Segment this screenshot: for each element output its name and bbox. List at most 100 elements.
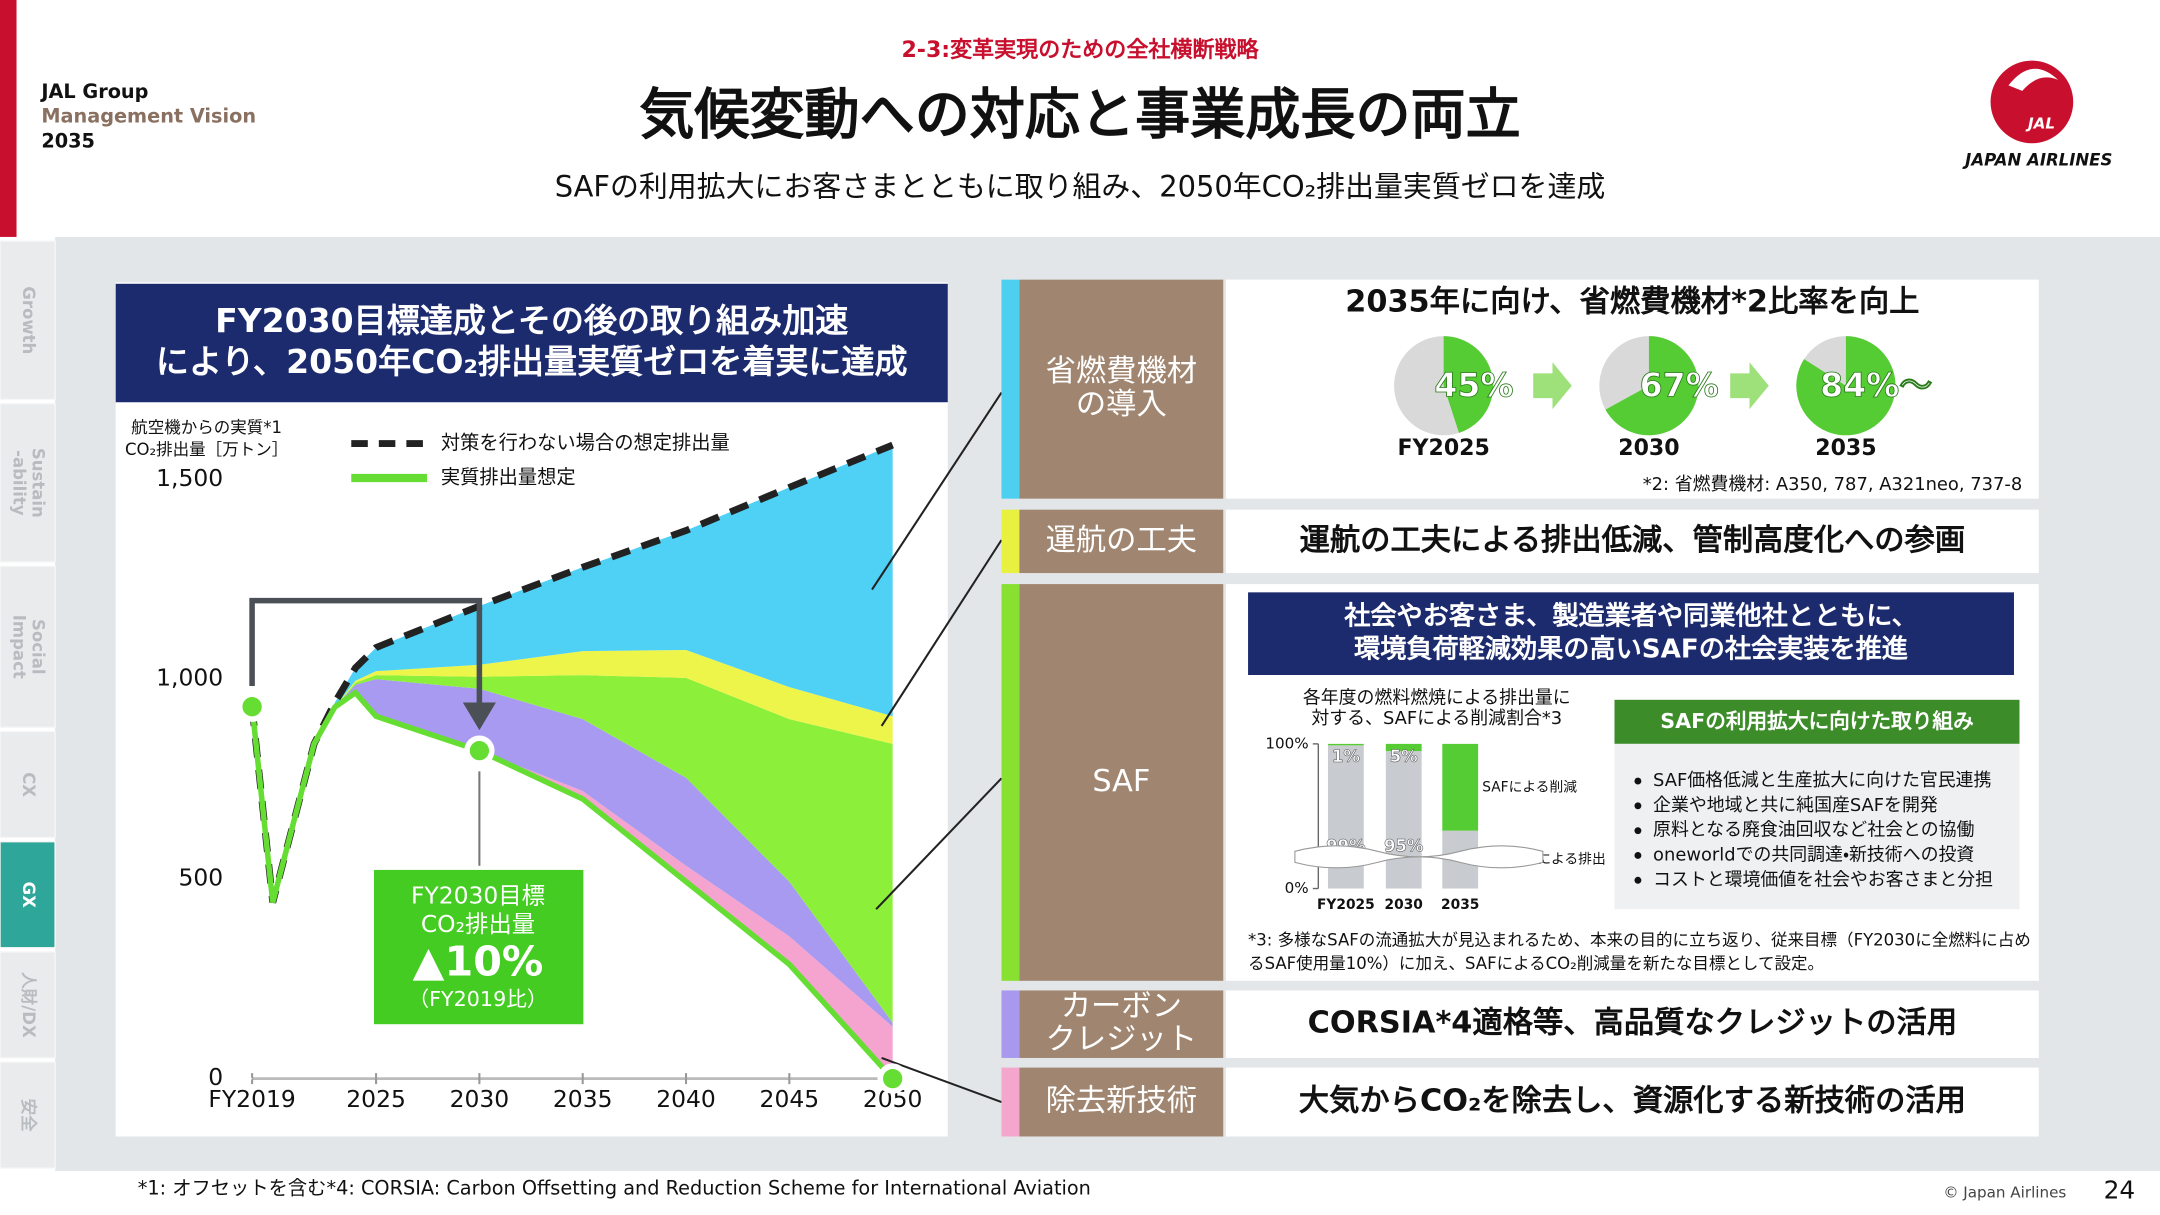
sidebar-tab-label: Social: [29, 619, 48, 675]
legend-label: 実質排出量想定: [441, 466, 576, 489]
annotation-text: FY2030目標: [411, 881, 545, 909]
bar-series-label: SAFによる削減: [1482, 778, 1577, 795]
x-tick-label: 2045: [760, 1085, 820, 1113]
donut-category: 2035: [1815, 436, 1876, 461]
sidebar-tab[interactable]: [0, 402, 56, 563]
row-text: 大気からCO₂を除去し、資源化する新技術の活用: [1299, 1084, 1966, 1119]
copyright: © Japan Airlines: [1943, 1183, 2066, 1201]
donut-note: *2: 省燃費機材: A350, 787, A321neo, 737-8: [1643, 474, 2023, 495]
bar-chart-title: 各年度の燃料燃焼による排出量に: [1303, 687, 1571, 708]
donut-category: FY2025: [1398, 436, 1490, 461]
footer-note: *1: オフセットを含む: [138, 1176, 327, 1199]
donut-value-label: 45%: [1434, 366, 1513, 405]
bullet-dot: [1634, 777, 1642, 785]
sidebar-tab[interactable]: [0, 840, 56, 949]
sidebar-tab[interactable]: [0, 565, 56, 729]
saf-bullet: 企業や地域と共に純国産SAFを開発: [1653, 795, 1938, 816]
saf-headline-box: [1248, 592, 2014, 675]
y-tick-label: 100%: [1265, 734, 1308, 752]
x-tick-label: 2030: [1385, 897, 1423, 913]
chart-headline: により、2050年CO₂排出量実質ゼロを着実に達成: [156, 342, 908, 381]
donut-wedge: [1605, 336, 1699, 436]
row-label: SAF: [1092, 764, 1150, 799]
y-tick-label: 0: [208, 1063, 223, 1091]
saf-box-title: SAFの利用拡大に向けた取り組み: [1660, 709, 1974, 733]
row-content: [1226, 509, 2039, 574]
y-tick-label: 500: [178, 863, 223, 891]
bullet-dot: [1634, 852, 1642, 859]
row-label-cell: [1019, 1067, 1224, 1137]
logo-mark-text: JAL: [2025, 114, 2055, 132]
sidebar-tab[interactable]: [0, 240, 56, 401]
saf-note: るSAF使用量10%）に加え、SAFによるCO₂削減量を新たな目標として設定。: [1248, 954, 1824, 973]
brand-line: 2035: [41, 129, 95, 152]
bar-chart-title: 対する、SAFによる削減割合*3: [1311, 708, 1562, 729]
saf-headline: 環境負荷軽減効果の高いSAFの社会実装を推進: [1354, 634, 1908, 665]
sidebar-tab[interactable]: [0, 730, 56, 839]
row-text: 運航の工夫による排出低減、管制高度化への参画: [1300, 522, 1966, 558]
row-label-cell: [1019, 279, 1224, 499]
header-section: 2-3:変革実現のための全社横断戦略: [901, 37, 1259, 63]
y-axis-label: CO₂排出量［万トン］: [125, 440, 288, 459]
header-subtitle: SAFの利用拡大にお客さまとともに取り組み、2050年CO₂排出量実質ゼロを達成: [555, 170, 1606, 204]
row-strip: [1001, 990, 1020, 1058]
saf-bullet: コストと環境価値を社会やお客さまと分担: [1653, 869, 1993, 890]
saf-bullet: oneworldでの共同調達・新技術への投資: [1653, 844, 1974, 865]
saf-box: [1614, 743, 2020, 910]
row-strip: [1001, 279, 1020, 499]
bar-segment: [1385, 743, 1422, 752]
sidebar-tab-label: Growth: [19, 286, 38, 354]
data-point: [464, 735, 495, 766]
series-line: [249, 689, 895, 1081]
connector: [881, 1056, 1002, 1104]
axis-break: [1294, 845, 1544, 869]
page-number: 24: [2104, 1176, 2136, 1205]
y-tick-label: 1,000: [156, 664, 223, 692]
connector: [875, 777, 1003, 910]
row-label-cell: [1019, 584, 1224, 981]
row-label-cell: [1019, 509, 1224, 574]
bar-segment: [1327, 743, 1364, 746]
bracket-arrowhead: [462, 702, 496, 731]
stacked-area: [252, 675, 893, 1023]
x-tick-label: FY2025: [1317, 897, 1375, 913]
row-label: カーボン: [1061, 989, 1182, 1024]
row-label: 除去新技術: [1046, 1084, 1197, 1119]
annotation-text: （FY2019比）: [408, 987, 547, 1011]
donut-value-label: 84%～: [1820, 366, 1932, 405]
sidebar-tab-label: -ability: [9, 450, 28, 516]
footer-note: *4: CORSIA: Carbon Offsetting and Reduct…: [326, 1176, 1090, 1199]
saf-headline: 社会やお客さま、製造業者や同業他社とともに、: [1343, 602, 1918, 632]
donut-title: 2035年に向け、省燃費機材*2比率を向上: [1345, 285, 1919, 320]
x-tick-label: 2040: [656, 1085, 716, 1113]
sidebar-tab[interactable]: [0, 1061, 56, 1169]
sidebar-tab[interactable]: [0, 951, 56, 1059]
data-point: [877, 1063, 908, 1094]
saf-bullet: SAF価格低減と生産拡大に向けた官民連携: [1653, 770, 1991, 791]
bullet-dot: [1634, 876, 1642, 884]
step-arrow: [1533, 362, 1572, 410]
brand-line: JAL Group: [39, 80, 148, 103]
x-tick-label: 2035: [1441, 897, 1479, 913]
connector: [880, 539, 1003, 727]
row-label: 省燃費機材: [1046, 354, 1197, 389]
bar-value-label: 95%: [1384, 837, 1424, 856]
donut-wedge: [1796, 336, 1896, 436]
annotation-box: [369, 865, 588, 1029]
annotation-text: CO₂排出量: [421, 910, 535, 938]
sidebar-tab-label: 人財/DX: [19, 971, 39, 1038]
logo-mark: [1990, 60, 2074, 144]
donut-category: 2030: [1618, 436, 1679, 461]
row-content: [1226, 1067, 2039, 1137]
sidebar-tab-label: 安全: [19, 1099, 39, 1133]
row-label-cell: [1019, 990, 1224, 1058]
bar-value-label: 5%: [1390, 747, 1418, 766]
row-label: クレジット: [1046, 1022, 1197, 1057]
legend-label: 対策を行わない場合の想定排出量: [441, 431, 730, 454]
annotation-text: ▲10%: [413, 937, 544, 985]
bullet-dot: [1634, 802, 1642, 810]
sidebar-tab-label: Impact: [9, 615, 28, 679]
y-tick-label: 1,500: [156, 464, 223, 492]
accent-bar: [0, 0, 17, 237]
